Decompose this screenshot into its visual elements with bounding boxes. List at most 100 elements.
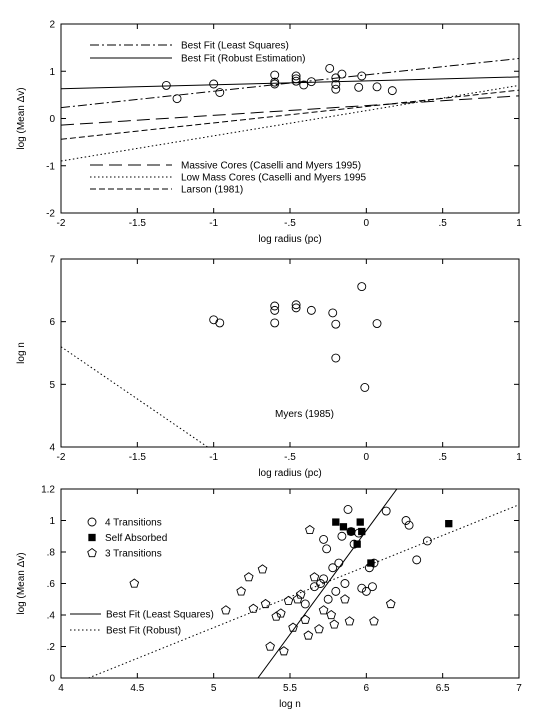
x-axis-label: log radius (pc)	[258, 468, 321, 479]
data-point-square	[353, 540, 361, 548]
data-point-pentagon	[344, 616, 355, 626]
x-tick-label: 7	[516, 683, 522, 694]
data-point-circle	[404, 520, 414, 530]
data-point	[337, 69, 347, 79]
data-point-circle	[334, 558, 344, 568]
fit-lines	[61, 346, 208, 447]
series-line	[88, 504, 519, 678]
data-point	[172, 94, 182, 104]
y-tick-label: 0	[49, 674, 55, 685]
data-point-square	[358, 527, 366, 536]
data-point-circle	[331, 586, 341, 596]
data-point	[331, 80, 341, 89]
legend-label: Best Fit (Least Squares)	[181, 41, 289, 52]
data-point	[331, 84, 341, 94]
y-axis-label: log (Mean Δv)	[16, 552, 27, 614]
data-point-circle	[300, 599, 310, 609]
x-tick-label: 0	[364, 218, 370, 229]
data-point	[270, 318, 280, 328]
series-line	[61, 57, 519, 109]
x-tick-label: -2	[57, 218, 66, 229]
x-tick-label: -.5	[284, 218, 296, 229]
panel-density-vs-radius: -2 -1.5 -1 -.5 0 .5 1 4 5 6 7 log radius (pc) log n M…	[16, 255, 522, 480]
x-tick-label: 5	[211, 683, 217, 694]
data-point	[291, 76, 301, 86]
x-tick-label: -1	[209, 452, 218, 463]
series-line	[61, 84, 519, 162]
data-point	[360, 383, 370, 392]
data-point-pentagon	[129, 578, 140, 588]
data-point-circle	[337, 531, 347, 541]
data-point-square	[445, 520, 453, 528]
data-point-circle	[309, 582, 319, 592]
legend-marker-pentagon	[87, 547, 97, 558]
y-tick-label: 0	[49, 114, 55, 125]
data-point-pentagon	[257, 564, 268, 574]
panel-velocity-vs-radius: -2 -1.5 -1 -.5 0 .5 1 -2 -1 0 1 2 log radius (pc) log…	[16, 20, 522, 246]
plot-frame	[60, 23, 520, 214]
data-point-pentagon	[248, 603, 259, 613]
legend-label: Larson (1981)	[181, 185, 243, 196]
y-tick-label: .6	[47, 579, 56, 590]
x-axis-label: log radius (pc)	[258, 234, 321, 245]
y-tick-label: -2	[46, 209, 55, 220]
data-point	[270, 305, 280, 315]
data-point-circle	[340, 579, 350, 588]
data-point	[357, 282, 367, 292]
legend-label: Self Absorbed	[105, 533, 167, 544]
data-point-pentagon	[318, 605, 329, 615]
data-point	[270, 301, 280, 311]
x-tick-label: .5	[438, 452, 447, 463]
data-point-pentagon	[340, 594, 350, 604]
x-axis-label: log n	[279, 699, 301, 710]
y-tick-label: 4	[49, 443, 55, 454]
data-point-pentagon	[326, 609, 337, 620]
data-point-pentagon	[260, 598, 271, 609]
legend-marker-square	[88, 533, 96, 542]
series-line	[61, 76, 519, 90]
data-point-circle	[357, 583, 367, 593]
x-tick-label: .5	[438, 218, 447, 229]
data-point-square	[332, 518, 340, 526]
data-point-pentagon	[221, 605, 231, 615]
y-tick-label: .4	[47, 611, 56, 622]
data-point	[291, 74, 301, 84]
data-point-circle	[422, 536, 432, 546]
fit-lines	[61, 57, 519, 162]
data-point-circle	[361, 586, 371, 596]
y-tick-label: 7	[49, 255, 55, 266]
data-point-pentagon	[329, 619, 340, 629]
x-tick-label: 1	[516, 218, 522, 229]
data-point-pentagon	[243, 572, 254, 582]
data-point-pentagon	[271, 611, 282, 621]
data-point-pentagon	[295, 589, 306, 599]
x-tick-label: -1.5	[129, 218, 147, 229]
data-point	[209, 79, 219, 89]
data-point-circle	[367, 582, 377, 592]
data-point	[387, 86, 397, 96]
x-tick-label: -2	[57, 452, 66, 463]
panel-velocity-vs-density: 4 4.5 5 5.5 6 6.5 7 0 .2 .4 .6 .8 1 1.2 log n log (Mean…	[16, 485, 522, 711]
legend-label: 3 Transitions	[105, 549, 162, 560]
data-point-pentagon	[276, 608, 286, 618]
x-tick-label: 4	[58, 683, 64, 694]
data-point	[291, 71, 301, 81]
legend-label: Massive Cores (Caselli and Myers 1995)	[181, 161, 361, 172]
data-point	[372, 82, 382, 92]
x-tick-label: 0	[364, 452, 370, 463]
legend-marker-circle	[87, 517, 97, 527]
data-point-pentagon	[309, 572, 320, 582]
data-point	[354, 82, 364, 92]
data-point-circle	[343, 505, 353, 514]
fit-lines	[88, 489, 519, 678]
data-point	[215, 318, 225, 328]
data-point	[331, 353, 341, 363]
y-tick-label: 1.2	[41, 485, 55, 496]
legend-label: Best Fit (Robust)	[106, 626, 181, 637]
data-point-pentagon	[265, 641, 275, 651]
y-tick-label: 5	[49, 380, 55, 391]
data-point-square	[356, 518, 364, 526]
x-tick-label: -1	[209, 218, 218, 229]
legend-label: 4 Transitions	[105, 518, 162, 529]
